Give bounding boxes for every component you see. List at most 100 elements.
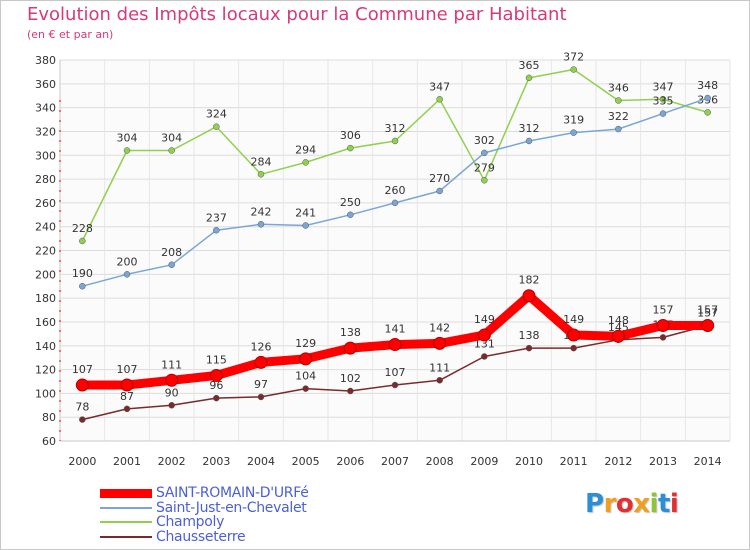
data-label-saint-romain-d-urf: 157 <box>697 304 718 317</box>
data-point-saint-just-en-chevalet <box>79 282 86 290</box>
data-point-chausseterre <box>79 416 86 423</box>
data-label-saint-romain-d-urf: 149 <box>474 313 495 326</box>
y-tick-label: 360 <box>35 78 56 91</box>
legend-item-chausseterre: Chausseterre <box>100 529 246 545</box>
data-point-saint-just-en-chevalet <box>481 149 488 157</box>
data-point-saint-romain-d-urf <box>299 352 313 366</box>
data-point-champoly <box>391 137 399 145</box>
data-point-chausseterre <box>391 381 399 389</box>
data-point-saint-romain-d-urf <box>254 355 268 369</box>
data-point-champoly <box>570 66 577 73</box>
data-label-saint-just-en-chevalet: 208 <box>161 246 182 259</box>
data-point-saint-just-en-chevalet <box>391 199 399 207</box>
x-tick-label: 2010 <box>515 455 543 468</box>
y-tick-label: 280 <box>35 173 56 186</box>
data-point-champoly <box>481 177 488 184</box>
data-label-chausseterre: 104 <box>295 370 316 383</box>
data-point-champoly <box>347 144 354 152</box>
legend-item-saint-just: Saint-Just-en-Chevalet <box>100 500 307 516</box>
data-point-saint-just-en-chevalet <box>615 125 622 133</box>
data-label-chausseterre: 131 <box>474 337 495 350</box>
data-point-saint-romain-d-urf <box>477 328 491 342</box>
x-tick-label: 2001 <box>113 455 141 468</box>
data-label-champoly: 365 <box>519 59 540 72</box>
x-tick-label: 2003 <box>202 455 230 468</box>
data-label-chausseterre: 111 <box>429 361 450 374</box>
data-point-saint-romain-d-urf <box>75 378 89 392</box>
data-point-chausseterre <box>436 377 443 384</box>
data-point-saint-just-en-chevalet <box>168 261 175 269</box>
data-point-chausseterre <box>302 385 309 392</box>
data-label-champoly: 312 <box>385 122 406 135</box>
data-point-saint-just-en-chevalet <box>213 227 220 234</box>
y-tick-label: 60 <box>42 435 56 448</box>
data-label-saint-romain-d-urf: 148 <box>608 314 629 327</box>
data-label-chausseterre: 97 <box>254 378 268 391</box>
data-label-saint-just-en-chevalet: 260 <box>385 184 406 197</box>
data-point-saint-just-en-chevalet <box>302 222 309 229</box>
data-label-saint-just-en-chevalet: 312 <box>519 122 540 135</box>
legend-item-champoly: Champoly <box>100 514 224 530</box>
data-label-saint-romain-d-urf: 115 <box>206 354 227 367</box>
x-tick-label: 2008 <box>426 455 454 468</box>
data-point-saint-romain-d-urf <box>522 289 536 303</box>
data-label-champoly: 304 <box>161 131 182 144</box>
data-point-champoly <box>659 96 667 103</box>
legend-label-chausseterre: Chausseterre <box>156 529 246 545</box>
data-label-champoly: 228 <box>72 222 93 235</box>
data-point-saint-just-en-chevalet <box>257 221 265 228</box>
data-point-saint-just-en-chevalet <box>347 211 354 219</box>
data-label-champoly: 306 <box>340 129 361 142</box>
data-label-champoly: 324 <box>206 108 227 121</box>
legend-label-saint-romain: SAINT-ROMAIN-D'URFé <box>156 485 309 501</box>
data-label-saint-just-en-chevalet: 200 <box>117 255 138 268</box>
data-point-chausseterre <box>659 334 667 341</box>
x-tick-label: 2014 <box>694 455 722 468</box>
y-tick-label: 80 <box>42 411 56 424</box>
y-tick-label: 380 <box>35 54 56 67</box>
data-label-saint-romain-d-urf: 111 <box>161 358 182 371</box>
data-point-champoly <box>615 97 622 104</box>
data-point-saint-romain-d-urf <box>656 319 670 333</box>
data-point-saint-romain-d-urf <box>567 328 581 342</box>
data-point-chausseterre <box>123 405 131 413</box>
logo-letter: r <box>603 489 617 519</box>
data-label-champoly: 346 <box>608 81 629 94</box>
chart-title: Evolution des Impôts locaux pour la Comm… <box>27 4 567 25</box>
chart-subtitle: (en € et par an) <box>27 28 114 41</box>
x-tick-label: 2004 <box>247 455 275 468</box>
data-label-saint-romain-d-urf: 142 <box>429 321 450 334</box>
legend-item-saint-romain: SAINT-ROMAIN-D'URFé <box>100 485 309 501</box>
x-tick-label: 2002 <box>158 455 186 468</box>
x-tick-label: 2013 <box>649 455 677 468</box>
data-point-saint-just-en-chevalet <box>525 137 533 145</box>
legend-swatch-champoly <box>100 521 152 523</box>
data-point-saint-just-en-chevalet <box>123 271 131 278</box>
data-label-saint-just-en-chevalet: 237 <box>206 211 227 224</box>
data-point-saint-just-en-chevalet <box>436 187 443 195</box>
y-tick-label: 320 <box>35 125 56 138</box>
data-label-saint-romain-d-urf: 149 <box>563 313 584 326</box>
x-tick-label: 2012 <box>604 455 632 468</box>
y-tick-label: 100 <box>35 387 56 400</box>
data-point-chausseterre <box>168 402 175 409</box>
data-label-saint-just-en-chevalet: 335 <box>653 95 674 108</box>
proxiti-logo: Proxiti <box>585 489 679 519</box>
data-label-saint-romain-d-urf: 141 <box>385 323 406 336</box>
x-tick-label: 2009 <box>470 455 498 468</box>
data-label-saint-romain-d-urf: 107 <box>117 363 138 376</box>
data-label-saint-romain-d-urf: 182 <box>519 274 540 287</box>
legend-swatch-saint-romain <box>100 488 152 498</box>
data-point-saint-romain-d-urf <box>611 329 625 343</box>
data-point-chausseterre <box>213 394 220 402</box>
data-point-champoly <box>704 109 711 116</box>
logo-letter: t <box>657 489 670 519</box>
data-point-saint-romain-d-urf <box>433 336 447 350</box>
data-label-champoly: 347 <box>653 80 674 93</box>
data-label-champoly: 372 <box>563 51 584 64</box>
data-point-chausseterre <box>347 387 354 395</box>
y-tick-label: 200 <box>35 268 56 281</box>
y-tick-label: 300 <box>35 149 56 162</box>
data-label-saint-just-en-chevalet: 302 <box>474 134 495 147</box>
